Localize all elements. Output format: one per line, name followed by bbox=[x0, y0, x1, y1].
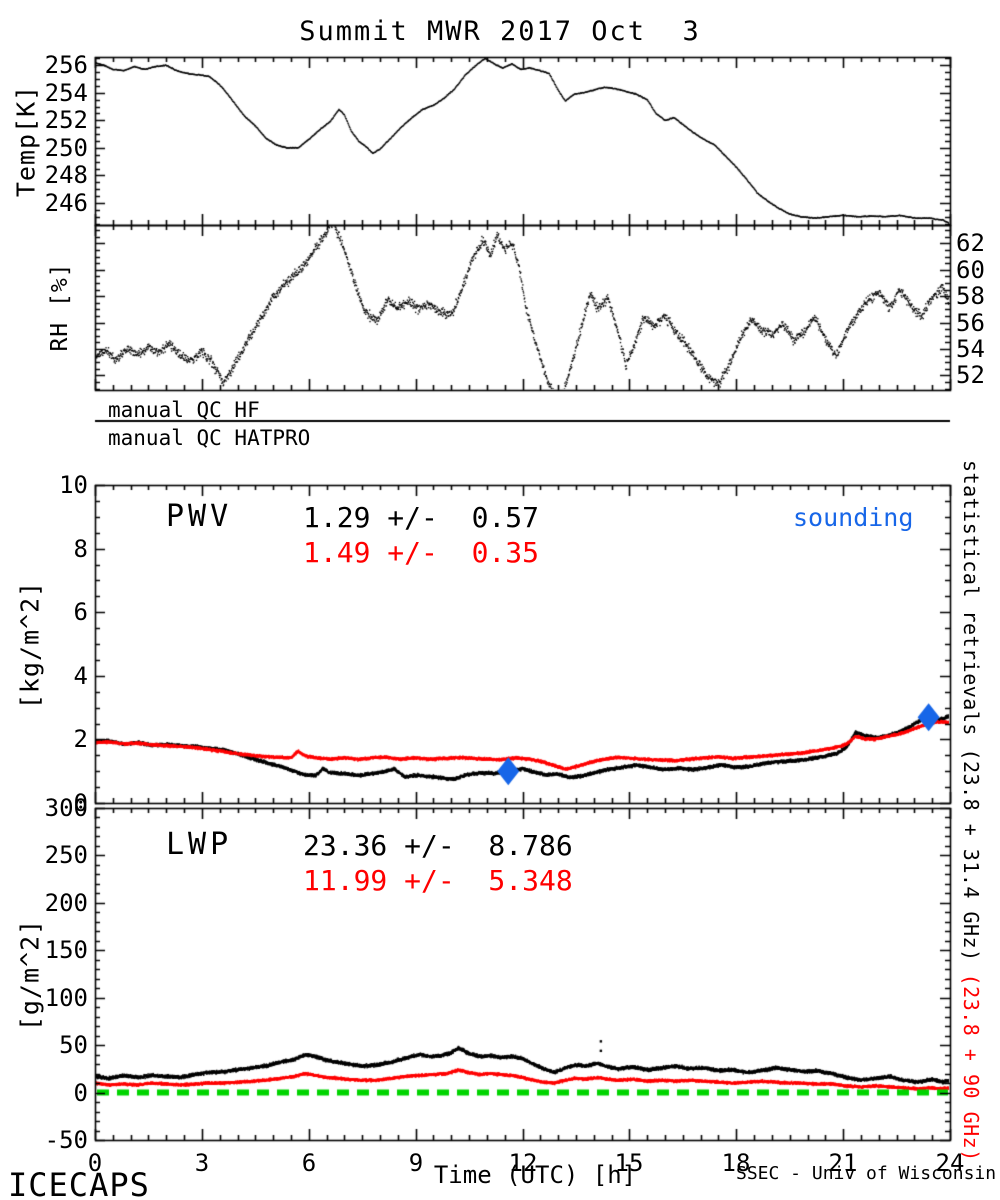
rh-y-tick-label: 56 bbox=[956, 309, 985, 337]
side-note-90ghz: (23.8 + 90 GHz) bbox=[959, 973, 983, 1162]
rh-y-tick-label: 60 bbox=[956, 256, 985, 284]
sounding-legend-label: sounding bbox=[793, 503, 914, 532]
pwv-y-tick-label: 0 bbox=[73, 789, 88, 817]
x-tick-label: 21 bbox=[828, 1149, 858, 1177]
x-tick-label: 12 bbox=[508, 1149, 538, 1177]
x-tick-label: 0 bbox=[87, 1149, 103, 1177]
manual-qc-hf-label: manual QC HF bbox=[108, 398, 260, 422]
x-tick-label: 15 bbox=[614, 1149, 644, 1177]
x-tick-label: 24 bbox=[935, 1149, 965, 1177]
lwp-y-tick-label: 300 bbox=[44, 794, 88, 822]
ssec-credit-label: SSEC - Univ of Wisconsin bbox=[736, 1163, 997, 1184]
lwp-y-tick-label: -50 bbox=[44, 1126, 88, 1154]
pwv-stats-black: 1.29 +/- 0.57 bbox=[303, 501, 540, 534]
side-note-statistical-retrievals: statistical retrievals (23.8 + 31.4 GHz) bbox=[959, 460, 983, 962]
temp-y-tick-label: 248 bbox=[44, 161, 88, 189]
lwp-panel-title: LWP bbox=[166, 827, 233, 862]
temp-y-tick-label: 250 bbox=[44, 134, 88, 162]
temp-y-tick-label: 254 bbox=[44, 79, 88, 107]
pwv-panel-title: PWV bbox=[166, 499, 233, 534]
temp-y-tick-label: 252 bbox=[44, 106, 88, 134]
icecaps-label: ICECAPS bbox=[8, 1166, 150, 1200]
temp-y-tick-label: 246 bbox=[44, 189, 88, 217]
pwv-y-tick-label: 2 bbox=[73, 725, 88, 753]
page-title: Summit MWR 2017 Oct 3 bbox=[299, 16, 701, 47]
pwv-stats-red: 1.49 +/- 0.35 bbox=[303, 536, 540, 569]
rh-y-tick-label: 54 bbox=[956, 335, 985, 363]
lwp-y-tick-label: 200 bbox=[44, 889, 88, 917]
x-axis-label: Time (UTC) [h] bbox=[433, 1161, 637, 1189]
pwv-y-tick-label: 10 bbox=[59, 471, 88, 499]
right-side-note: statistical retrievals (23.8 + 31.4 GHz)… bbox=[959, 460, 983, 1162]
lwp-y-tick-label: 250 bbox=[44, 841, 88, 869]
pwv-y-tick-label: 8 bbox=[73, 535, 88, 563]
temp-y-tick-label: 256 bbox=[44, 51, 88, 79]
lwp-y-tick-label: 100 bbox=[44, 984, 88, 1012]
rh-y-tick-label: 62 bbox=[956, 229, 985, 257]
lwp-y-tick-label: 0 bbox=[73, 1079, 88, 1107]
manual-qc-hatpro-label: manual QC HATPRO bbox=[108, 426, 311, 450]
x-tick-label: 3 bbox=[194, 1149, 210, 1177]
rh-y-tick-label: 52 bbox=[956, 361, 985, 389]
x-tick-label: 9 bbox=[408, 1149, 424, 1177]
x-tick-label: 18 bbox=[721, 1149, 751, 1177]
pwv-y-tick-label: 6 bbox=[73, 598, 88, 626]
lwp-stats-black: 23.36 +/- 8.786 bbox=[303, 829, 573, 862]
lwp-y-tick-label: 50 bbox=[59, 1031, 88, 1059]
pwv-y-tick-label: 4 bbox=[73, 662, 88, 690]
x-tick-label: 6 bbox=[301, 1149, 317, 1177]
lwp-y-tick-label: 150 bbox=[44, 936, 88, 964]
rh-y-tick-label: 58 bbox=[956, 282, 985, 310]
lwp-stats-red: 11.99 +/- 5.348 bbox=[303, 864, 573, 897]
rh-y-axis-label: RH [%] bbox=[47, 262, 73, 352]
